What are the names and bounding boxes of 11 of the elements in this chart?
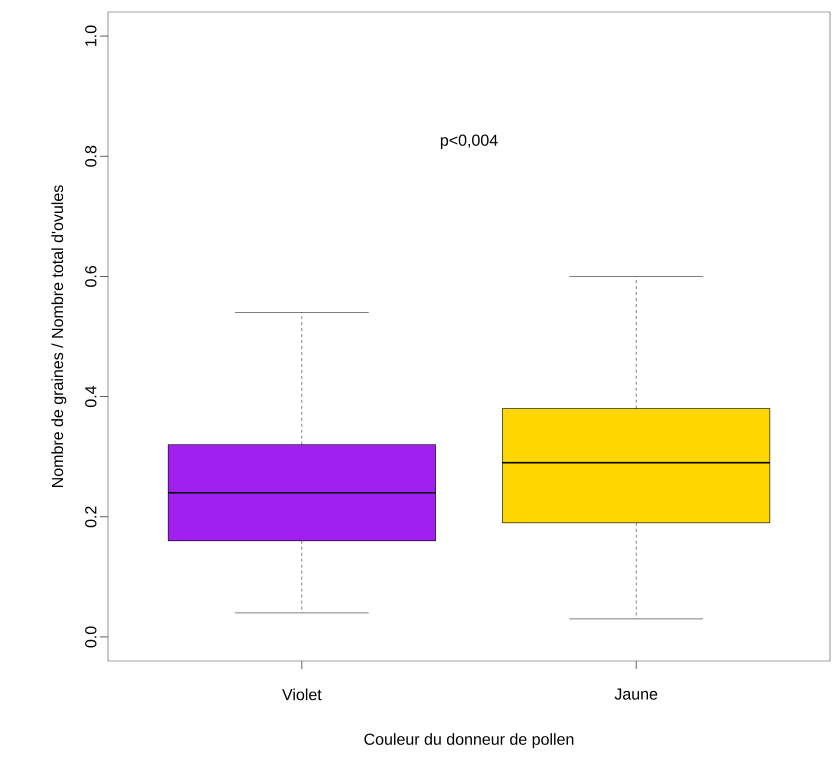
x-tick-label: Jaune xyxy=(614,688,658,700)
y-tick-label: 0.4 xyxy=(85,386,96,408)
y-tick-label: 0.6 xyxy=(85,266,96,287)
annotation: p<0,004 xyxy=(440,134,498,150)
y-tick-label: 1.0 xyxy=(85,26,96,46)
y-tick-label: 0.0 xyxy=(85,626,96,648)
y-tick-label: 0.2 xyxy=(85,506,96,528)
x-axis-title: Couleur du donneur de pollen xyxy=(364,733,574,748)
y-axis-title: Nombre de graines / Nombre total d'ovules xyxy=(51,185,66,488)
x-tick-label: Violet xyxy=(282,688,322,700)
y-tick-label: 0.8 xyxy=(85,146,96,167)
